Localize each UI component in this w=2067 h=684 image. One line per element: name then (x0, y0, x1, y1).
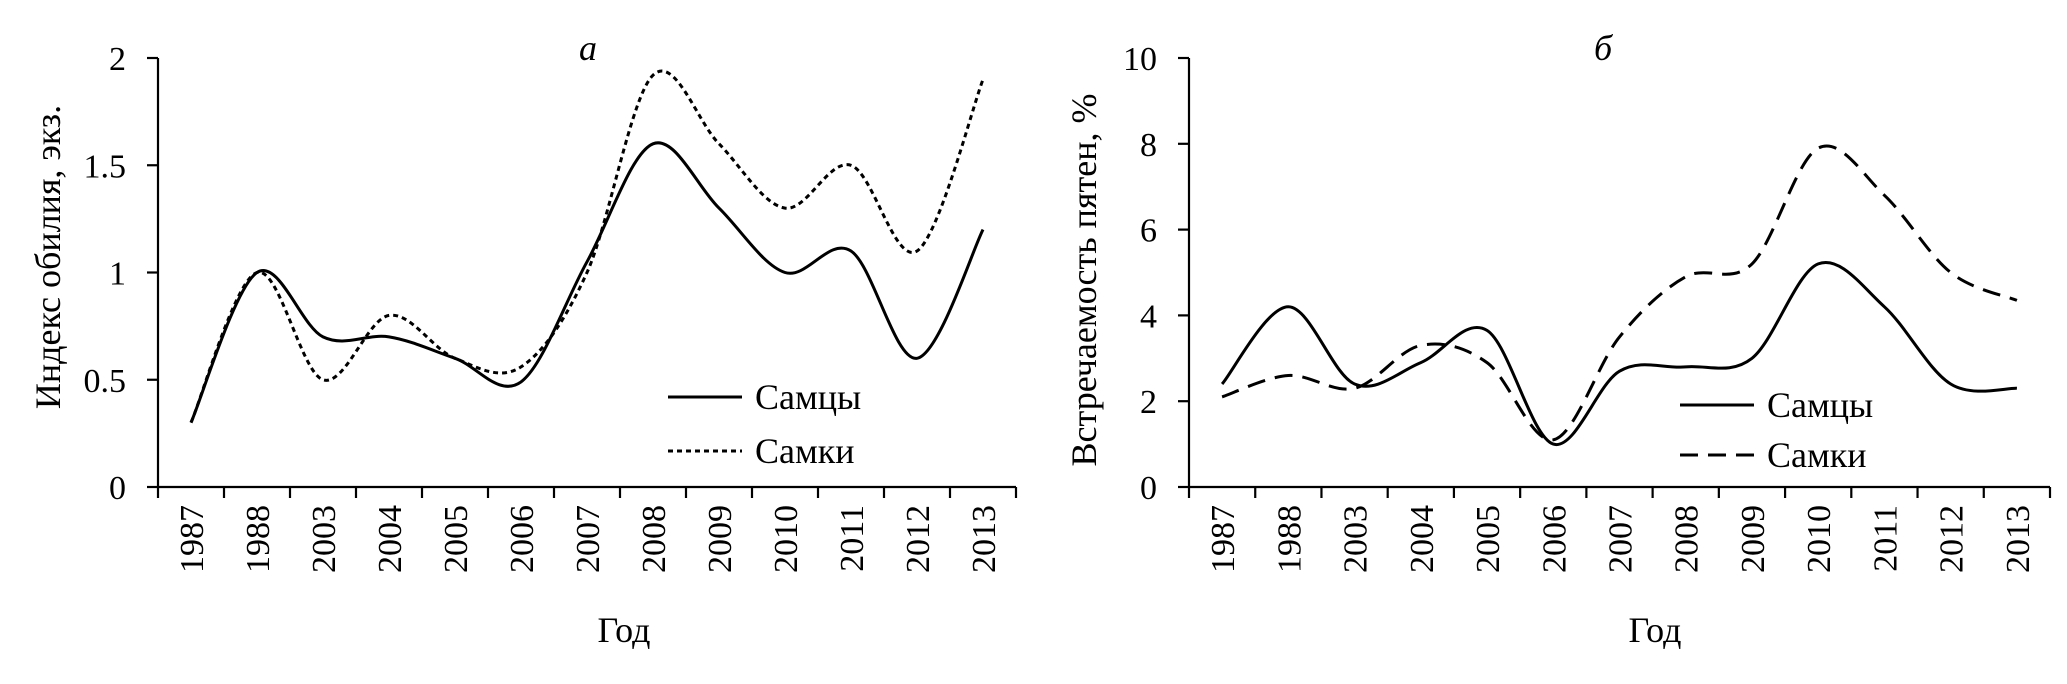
x-tick-label: 2007 (570, 505, 607, 573)
x-tick-label: 2009 (702, 505, 739, 573)
x-axis-title-b: Год (1629, 610, 1682, 650)
y-tick-label: 0 (1140, 470, 1157, 507)
x-tick-label: 2012 (1934, 505, 1971, 573)
x-tick-label: 2010 (768, 505, 805, 573)
x-tick-label: 2005 (1470, 505, 1507, 573)
x-tick-label: 2004 (372, 505, 409, 573)
legend-label-males-b: Самцы (1767, 385, 1873, 425)
y-tick-label: 8 (1140, 127, 1157, 164)
chart-panel-b: б Встречаемость пятен, % Год 0 2 4 6 8 10 198… (1064, 28, 2052, 650)
x-tick-label: 2008 (636, 505, 673, 573)
x-tick-label: 1987 (1205, 505, 1242, 573)
y-tick-label: 4 (1140, 298, 1157, 335)
x-tick-label: 2004 (1404, 505, 1441, 573)
y-axis-title-a: Индекс обилия, экз. (28, 105, 68, 409)
x-tick-label: 1988 (240, 505, 277, 573)
x-tick-label: 2003 (306, 505, 343, 573)
panel-label-b: б (1594, 28, 1614, 68)
x-tick-label: 1988 (1271, 505, 1308, 573)
legend-a: Самцы Самки (668, 377, 861, 471)
y-axis-title-b: Встречаемость пятен, % (1064, 94, 1104, 467)
x-tick-label: 2011 (834, 505, 871, 572)
series-line-females-b (1221, 144, 2018, 442)
x-tick-label: 2005 (438, 505, 475, 573)
y-tick-label: 6 (1140, 213, 1157, 250)
y-tick-label: 10 (1123, 41, 1157, 78)
legend-label-females-a: Самки (755, 431, 855, 471)
x-tick-label: 2012 (900, 505, 937, 573)
series-line-females-a (189, 69, 985, 424)
series-line-males-a (189, 141, 985, 424)
y-tick-label: 2 (109, 41, 126, 78)
x-tick-label: 2010 (1801, 505, 1838, 573)
chart-panel-a: а Индекс обилия, экз. Год 0 0.5 1 1.5 2 1987… (28, 28, 1018, 650)
x-tick-label: 2007 (1603, 505, 1640, 573)
x-tick-label: 1987 (174, 505, 211, 573)
legend-b: Самцы Самки (1680, 385, 1873, 475)
y-ticks-a: 0 0.5 1 1.5 2 (84, 41, 158, 507)
x-tick-label: 2013 (966, 505, 1003, 573)
series-line-males-b (1220, 260, 2017, 446)
y-tick-label: 0 (109, 470, 126, 507)
x-ticks-b: 1987 1988 2003 2004 2005 2006 2007 2008 2009 2010… (1187, 487, 2052, 573)
y-tick-label: 2 (1140, 384, 1157, 421)
legend-label-males-a: Самцы (755, 377, 861, 417)
y-tick-label: 1.5 (84, 148, 127, 185)
y-ticks-b: 0 2 4 6 8 10 (1123, 41, 1189, 507)
x-tick-label: 2003 (1338, 505, 1375, 573)
x-tick-label: 2009 (1735, 505, 1772, 573)
x-tick-label: 2008 (1669, 505, 1706, 573)
series-lines-b (1220, 144, 2018, 446)
y-tick-label: 0.5 (84, 363, 127, 400)
y-tick-label: 1 (109, 256, 126, 293)
series-lines-a (189, 69, 985, 424)
x-tick-label: 2006 (504, 505, 541, 573)
x-ticks-a: 1987 1988 2003 2004 2005 2006 2007 2008 2009 2010… (156, 487, 1018, 573)
panel-label-a: а (579, 28, 597, 68)
x-axis-title-a: Год (598, 610, 651, 650)
x-tick-label: 2013 (2000, 505, 2037, 573)
x-tick-label: 2006 (1536, 505, 1573, 573)
x-tick-label: 2011 (1867, 505, 1904, 572)
legend-label-females-b: Самки (1767, 435, 1867, 475)
